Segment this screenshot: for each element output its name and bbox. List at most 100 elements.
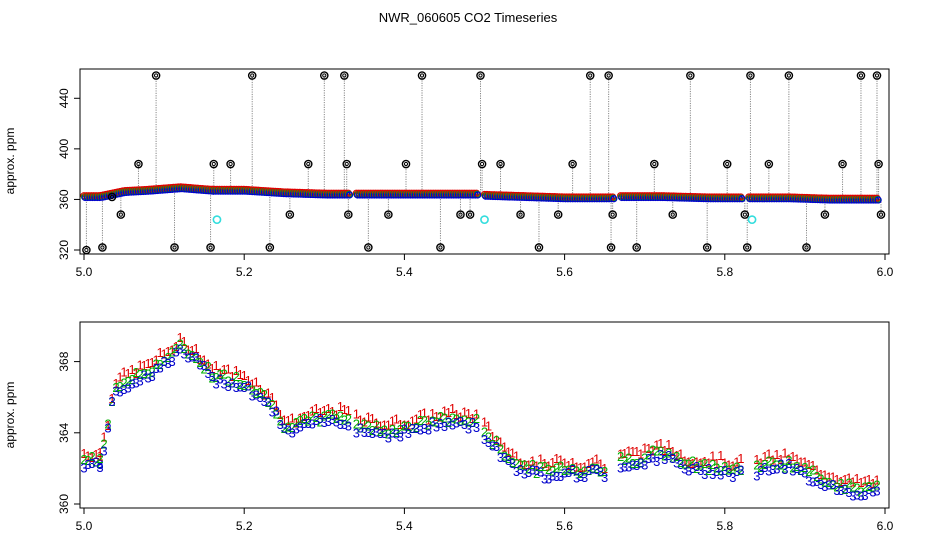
- bottom-point-series-3: 3: [797, 463, 804, 478]
- bottom-point-series-3: 3: [621, 459, 628, 474]
- bottom-point-series-3: 3: [197, 357, 204, 372]
- bottom-point-series-3: 3: [721, 463, 728, 478]
- bottom-point-series-2: 2: [533, 466, 540, 481]
- bottom-point-series-1: 1: [413, 412, 420, 427]
- top-spike-point: [496, 159, 505, 169]
- bottom-point-series-2: 2: [821, 474, 828, 489]
- bottom-point-series-1: 1: [825, 470, 832, 485]
- bottom-point-series-1: 1: [237, 367, 244, 382]
- bottom-point-series-1: 1: [637, 446, 644, 461]
- bottom-point-series-1: 1: [545, 459, 552, 474]
- top-spike-point: [82, 245, 91, 255]
- bottom-point-series-3: 3: [485, 435, 492, 450]
- top-spike-point-inner: [670, 212, 675, 217]
- bottom-point-series-2: 2: [681, 456, 688, 471]
- bottom-point-series-1: 1: [813, 462, 820, 477]
- bottom-point-series-1: 1: [425, 412, 432, 427]
- bottom-point-series-2: 2: [104, 416, 111, 431]
- bottom-point-series-1: 1: [289, 411, 296, 426]
- top-spike-point-inner: [840, 161, 845, 167]
- bottom-point-series-3: 3: [201, 358, 208, 373]
- bottom-point-series-3: 3: [853, 488, 860, 503]
- bottom-point-series-1: 1: [685, 454, 692, 469]
- bottom-point-series-2: 2: [225, 373, 232, 388]
- top-spike-point-inner: [822, 212, 828, 217]
- bottom-point-series-3: 3: [104, 421, 111, 436]
- bottom-point-series-3: 3: [241, 380, 248, 395]
- bottom-point-series-1: 1: [197, 352, 204, 367]
- bottom-point-series-1: 1: [789, 449, 796, 464]
- bottom-point-series-1: 1: [497, 434, 504, 449]
- bottom-point-series-2: 2: [148, 364, 155, 379]
- bottom-point-series-2: 2: [333, 411, 340, 426]
- top-spike-point-inner: [725, 161, 730, 167]
- bottom-point-series-2: 2: [833, 479, 840, 494]
- bottom-point-series-1: 1: [433, 409, 440, 424]
- bottom-point-series-3: 3: [329, 412, 336, 427]
- bottom-point-series-2: 2: [797, 463, 804, 478]
- bottom-point-series-1: 1: [485, 419, 492, 434]
- bottom-point-series-3: 3: [193, 350, 200, 365]
- bottom-point-series-1: 1: [445, 405, 452, 420]
- bottom-point-series-3: 3: [653, 454, 660, 469]
- bottom-y-tick-label: 364: [57, 422, 71, 442]
- bottom-point-series-1: 1: [709, 449, 716, 464]
- bottom-point-series-3: 3: [345, 418, 352, 433]
- bottom-point-series-2: 2: [100, 436, 107, 451]
- bottom-point-series-3: 3: [321, 415, 328, 430]
- bottom-point-series-1: 1: [873, 472, 880, 487]
- top-spike-point-inner: [136, 161, 141, 167]
- bottom-point-series-3: 3: [249, 388, 256, 403]
- bottom-point-series-1: 1: [217, 366, 224, 381]
- bottom-point-series-1: 1: [337, 399, 344, 414]
- bottom-point-series-2: 2: [437, 409, 444, 424]
- bottom-point-series-3: 3: [717, 467, 724, 482]
- bottom-point-series-3: 3: [681, 461, 688, 476]
- bottom-point-series-1: 1: [249, 376, 256, 391]
- bottom-point-series-2: 2: [705, 463, 712, 478]
- bottom-point-series-3: 3: [645, 451, 652, 466]
- bottom-point-series-3: 3: [633, 458, 640, 473]
- bottom-point-series-1: 1: [305, 408, 312, 423]
- bottom-point-series-1: 1: [869, 476, 876, 491]
- top-spike-point-inner: [570, 161, 575, 167]
- bottom-point-series-3: 3: [401, 422, 408, 437]
- bottom-point-series-2: 2: [128, 372, 135, 387]
- top-spike-point: [686, 71, 695, 80]
- bottom-point-series-3: 3: [737, 462, 744, 477]
- bottom-point-series-2: 2: [353, 417, 360, 432]
- bottom-point-series-2: 2: [701, 456, 708, 471]
- bottom-plot-frame: [79, 321, 890, 509]
- bottom-point-series-1: 1: [253, 375, 260, 390]
- top-spike-point-inner: [342, 73, 347, 78]
- bottom-point-series-1: 1: [233, 363, 240, 378]
- top-plot-frame: [79, 68, 890, 255]
- bottom-point-series-2: 2: [773, 457, 780, 472]
- bottom-point-series-1: 1: [160, 347, 167, 362]
- bottom-point-series-2: 2: [373, 417, 380, 432]
- bottom-point-series-3: 3: [733, 464, 740, 479]
- bottom-point-series-1: 1: [561, 456, 568, 471]
- bottom-point-series-1: 1: [277, 407, 284, 422]
- top-spike-point: [226, 159, 235, 169]
- bottom-y-axis: 360 364 368: [57, 351, 80, 514]
- bottom-point-series-2: 2: [777, 458, 784, 473]
- bottom-point-series-3: 3: [709, 467, 716, 482]
- bottom-point-series-2: 2: [693, 461, 700, 476]
- bottom-point-series-1: 1: [549, 455, 556, 470]
- bottom-point-series-3: 3: [705, 461, 712, 476]
- bottom-point-series-1: 1: [753, 452, 760, 467]
- bottom-point-series-2: 2: [521, 458, 528, 473]
- top-spike-point: [477, 159, 487, 169]
- bottom-point-series-1: 1: [397, 417, 404, 432]
- bottom-point-series-1: 1: [513, 448, 520, 463]
- bottom-point-series-1: 1: [116, 369, 123, 384]
- bottom-point-series-1: 1: [365, 410, 372, 425]
- bottom-point-series-3: 3: [417, 422, 424, 437]
- bottom-x-tick-label: 5.4: [396, 519, 413, 533]
- bottom-point-series-2: 2: [789, 460, 796, 475]
- bottom-point-series-3: 3: [297, 420, 304, 435]
- bottom-point-series-1: 1: [293, 416, 300, 431]
- bottom-point-series-1: 1: [505, 444, 512, 459]
- bottom-point-series-3: 3: [441, 419, 448, 434]
